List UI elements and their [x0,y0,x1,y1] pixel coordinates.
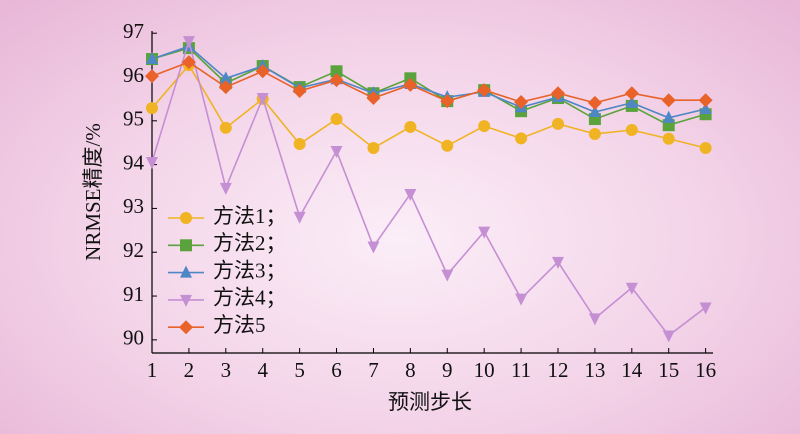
legend-label: 方法1； [213,204,287,228]
marker [404,120,417,133]
marker [699,101,712,114]
x-tick-label: 14 [621,358,643,382]
y-tick-label: 93 [123,194,144,218]
marker [661,93,676,108]
marker [293,138,306,151]
marker [551,256,564,269]
marker [550,86,565,101]
marker [146,102,158,115]
x-tick-label: 3 [221,358,232,382]
marker [146,156,158,169]
marker [515,132,528,145]
y-tick-label: 91 [123,282,144,306]
x-tick-label: 16 [695,358,716,382]
marker [146,52,158,65]
x-tick-label: 6 [331,358,342,382]
legend-label: 方法2； [213,231,287,255]
marker [366,91,381,106]
marker [180,294,192,307]
marker [588,105,601,118]
series-line [151,63,706,149]
marker [515,293,528,306]
marker [219,182,232,195]
marker [218,80,233,95]
marker [662,330,675,343]
y-tick-label: 92 [123,238,144,262]
x-tick-label: 2 [184,358,195,382]
marker [625,95,638,108]
x-tick-label: 13 [584,358,605,382]
marker [330,146,343,159]
marker [367,241,380,254]
y-tick-label: 95 [123,107,144,131]
x-tick-label: 15 [658,358,679,382]
marker [441,139,454,152]
y-tick-label: 94 [123,150,145,174]
marker [478,120,491,133]
series-line [151,61,706,104]
y-axis-label: NRMSE精度/% [81,123,105,261]
marker [219,121,232,134]
marker [330,65,343,78]
marker [181,55,196,70]
marker [219,71,232,84]
x-tick-label: 9 [442,358,453,382]
marker [588,313,601,326]
x-tick-label: 5 [294,358,305,382]
legend-label: 方法5 [213,313,266,337]
x-tick-label: 10 [474,358,495,382]
marker [625,124,638,137]
marker [403,77,418,92]
x-tick-label: 8 [405,358,416,382]
marker [292,84,307,99]
marker [551,117,564,130]
marker [182,36,195,49]
series-line [151,45,706,119]
marker [588,127,601,140]
marker [330,113,343,126]
legend-label: 方法3； [213,258,287,282]
x-tick-label: 1 [147,358,158,382]
series-line [151,38,707,337]
marker [440,94,455,109]
marker [145,69,159,84]
series-line [151,47,706,127]
marker [255,64,270,79]
marker [514,94,529,109]
marker [180,212,192,224]
marker [477,83,492,98]
y-tick-label: 96 [123,63,144,87]
marker [699,141,712,154]
marker [698,93,713,108]
marker [478,226,491,239]
marker [180,265,192,278]
y-tick-label: 97 [123,19,144,43]
x-tick-label: 12 [547,358,568,382]
marker [179,320,193,335]
marker [367,141,380,154]
legend-label: 方法4； [213,286,287,310]
marker [699,302,712,315]
x-tick-label: 7 [368,358,379,382]
marker [329,73,344,88]
x-tick-label: 11 [511,358,531,382]
marker [662,110,675,123]
x-axis-label: 预测步长 [388,390,472,414]
marker [587,95,602,110]
marker [625,282,638,295]
y-tick-label: 90 [123,326,144,350]
marker [256,93,269,106]
marker [180,239,192,252]
marker [662,132,675,145]
marker [293,211,306,224]
marker [624,86,639,101]
marker [441,269,454,282]
x-tick-label: 4 [257,358,268,382]
marker [404,188,417,201]
